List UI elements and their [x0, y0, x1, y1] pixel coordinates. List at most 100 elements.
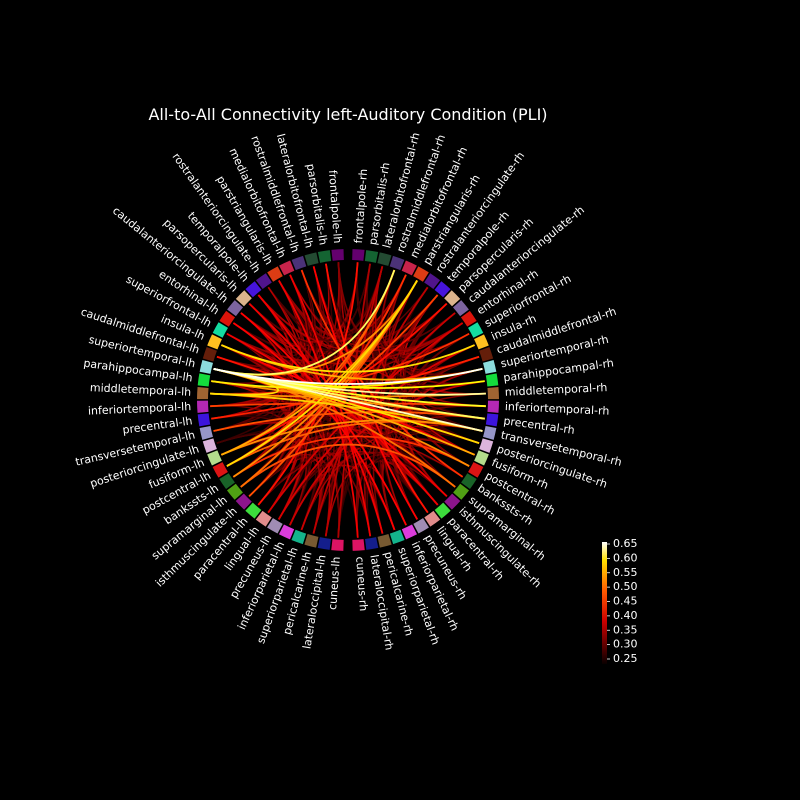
background-connection	[300, 269, 483, 376]
node-parsopercularis-rh	[444, 290, 461, 307]
connection-supramarginal-rh-to-supramarginal-lh	[240, 443, 456, 488]
background-connection	[388, 274, 485, 385]
node-lateraloccipital-lh	[317, 537, 331, 550]
node-pericalcarine-rh	[377, 534, 392, 548]
background-connection	[409, 333, 470, 467]
node-supramarginal-lh	[226, 483, 243, 500]
background-connection	[221, 438, 396, 531]
node-caudalanteriorcingulate-rh	[452, 300, 469, 317]
node-bankssts-lh	[219, 473, 235, 490]
colorbar-tick-label: 0.65	[613, 537, 638, 550]
label-middletemporal-rh: middletemporal-rh	[505, 381, 608, 399]
node-inferiortemporal-rh	[487, 400, 499, 413]
node-inferiortemporal-lh	[197, 400, 209, 413]
node-middletemporal-rh	[487, 386, 499, 400]
label-inferiortemporal-lh: inferiortemporal-lh	[88, 400, 192, 418]
node-inferiorparietal-lh	[278, 524, 295, 540]
background-connection	[278, 431, 480, 520]
label-frontalpole-rh: frontalpole-rh	[352, 168, 370, 244]
node-entorhinal-rh	[460, 310, 477, 327]
colorbar: 0.650.60 0.550.50 0.450.400.35 0.300.25	[602, 537, 638, 665]
node-parahippocampal-rh	[485, 373, 499, 387]
background-connection	[216, 432, 359, 538]
background-connection	[365, 457, 448, 537]
node-postcentral-rh	[468, 462, 484, 478]
connection-superiortemporal-lh-to-transversetemporal-rh	[213, 367, 483, 432]
node-lateralorbitofrontal-lh	[304, 252, 319, 266]
node-lateraloccipital-rh	[365, 537, 379, 550]
colorbar-ticks: 0.650.60 0.550.50 0.450.400.35 0.300.25	[607, 537, 638, 665]
node-caudalanteriorcingulate-lh	[227, 300, 244, 317]
colorbar-gradient	[602, 542, 607, 664]
node-parsorbitalis-lh	[317, 250, 332, 263]
colorbar-tick-label: 0.60	[613, 551, 638, 564]
node-isthmuscingulate-rh	[444, 493, 461, 510]
background-connection	[356, 262, 483, 432]
colorbar-tick-label: 0.40	[613, 609, 638, 622]
node-posteriorcingulate-rh	[479, 438, 494, 453]
node-bankssts-rh	[461, 473, 477, 490]
node-parstriangularis-lh	[267, 266, 283, 282]
node-caudalmiddlefrontal-lh	[202, 346, 217, 362]
label-cuneus-lh: cuneus-lh	[326, 556, 343, 610]
background-connection	[393, 437, 475, 520]
node-medialorbitofrontal-rh	[401, 260, 417, 276]
colorbar-tick-label: 0.50	[613, 580, 638, 593]
connection-superiortemporal-lh-to-superiortemporal-rh	[213, 367, 483, 385]
node-inferiorparietal-rh	[401, 524, 418, 540]
node-superiorfrontal-lh	[212, 322, 228, 338]
node-superiorparietal-rh	[389, 529, 405, 545]
node-posteriorcingulate-lh	[202, 438, 217, 453]
node-precentral-rh	[485, 413, 499, 427]
node-middletemporal-lh	[197, 386, 209, 400]
colorbar-tick-label: 0.35	[613, 623, 638, 636]
node-lingual-lh	[255, 510, 272, 527]
node-transversetemporal-rh	[483, 425, 497, 440]
node-precuneus-rh	[413, 518, 429, 534]
node-rostralmiddlefrontal-lh	[291, 255, 307, 271]
background-connection	[257, 405, 486, 506]
node-frontalpole-lh	[331, 249, 344, 261]
node-temporalpole-rh	[434, 281, 451, 298]
node-rostralanteriorcingulate-lh	[255, 273, 272, 290]
colorbar-tick-label: 0.30	[613, 638, 638, 651]
node-superiortemporal-rh	[482, 360, 497, 374]
node-rostralanteriorcingulate-rh	[424, 273, 441, 290]
background-connection	[216, 356, 282, 444]
background-connection	[213, 421, 464, 478]
connection-lines	[210, 262, 486, 538]
node-superiorparietal-lh	[291, 529, 307, 545]
node-superiortemporal-lh	[199, 360, 214, 374]
label-cuneus-rh: cuneus-rh	[353, 556, 370, 612]
node-precentral-lh	[197, 413, 211, 427]
background-connection	[337, 262, 448, 497]
node-frontalpole-rh	[352, 249, 365, 261]
node-insula-rh	[474, 334, 489, 350]
node-parahippocampal-lh	[197, 373, 211, 387]
node-lateralorbitofrontal-rh	[377, 252, 392, 266]
node-fusiform-lh	[207, 450, 222, 466]
node-paracentral-rh	[434, 502, 451, 519]
connection-frontalpole-rh-to-paracentral-lh	[257, 262, 359, 506]
node-insula-lh	[207, 334, 222, 350]
node-caudalmiddlefrontal-rh	[479, 346, 494, 362]
node-cuneus-rh	[352, 539, 365, 551]
node-labels: frontalpole-rhparsorbitalis-rhlateralorb…	[74, 131, 623, 651]
node-ring	[197, 249, 499, 551]
connection-transversetemporal-rh-to-fusiform-lh	[221, 419, 483, 456]
node-parstriangularis-rh	[413, 266, 429, 282]
colorbar-tick-label: 0.55	[613, 566, 638, 579]
label-frontalpole-lh: frontalpole-lh	[326, 170, 344, 244]
node-cuneus-lh	[331, 539, 344, 551]
node-paracentral-lh	[245, 502, 262, 519]
colorbar-tick-label: 0.45	[613, 595, 638, 608]
label-inferiortemporal-rh: inferiortemporal-rh	[505, 400, 610, 418]
node-temporalpole-lh	[245, 281, 262, 298]
node-fusiform-rh	[474, 450, 489, 466]
node-supramarginal-rh	[453, 483, 470, 500]
connection-postcentral-rh-to-bankssts-lh	[232, 435, 470, 478]
node-superiorfrontal-rh	[468, 322, 484, 338]
label-middletemporal-lh: middletemporal-lh	[90, 381, 192, 399]
